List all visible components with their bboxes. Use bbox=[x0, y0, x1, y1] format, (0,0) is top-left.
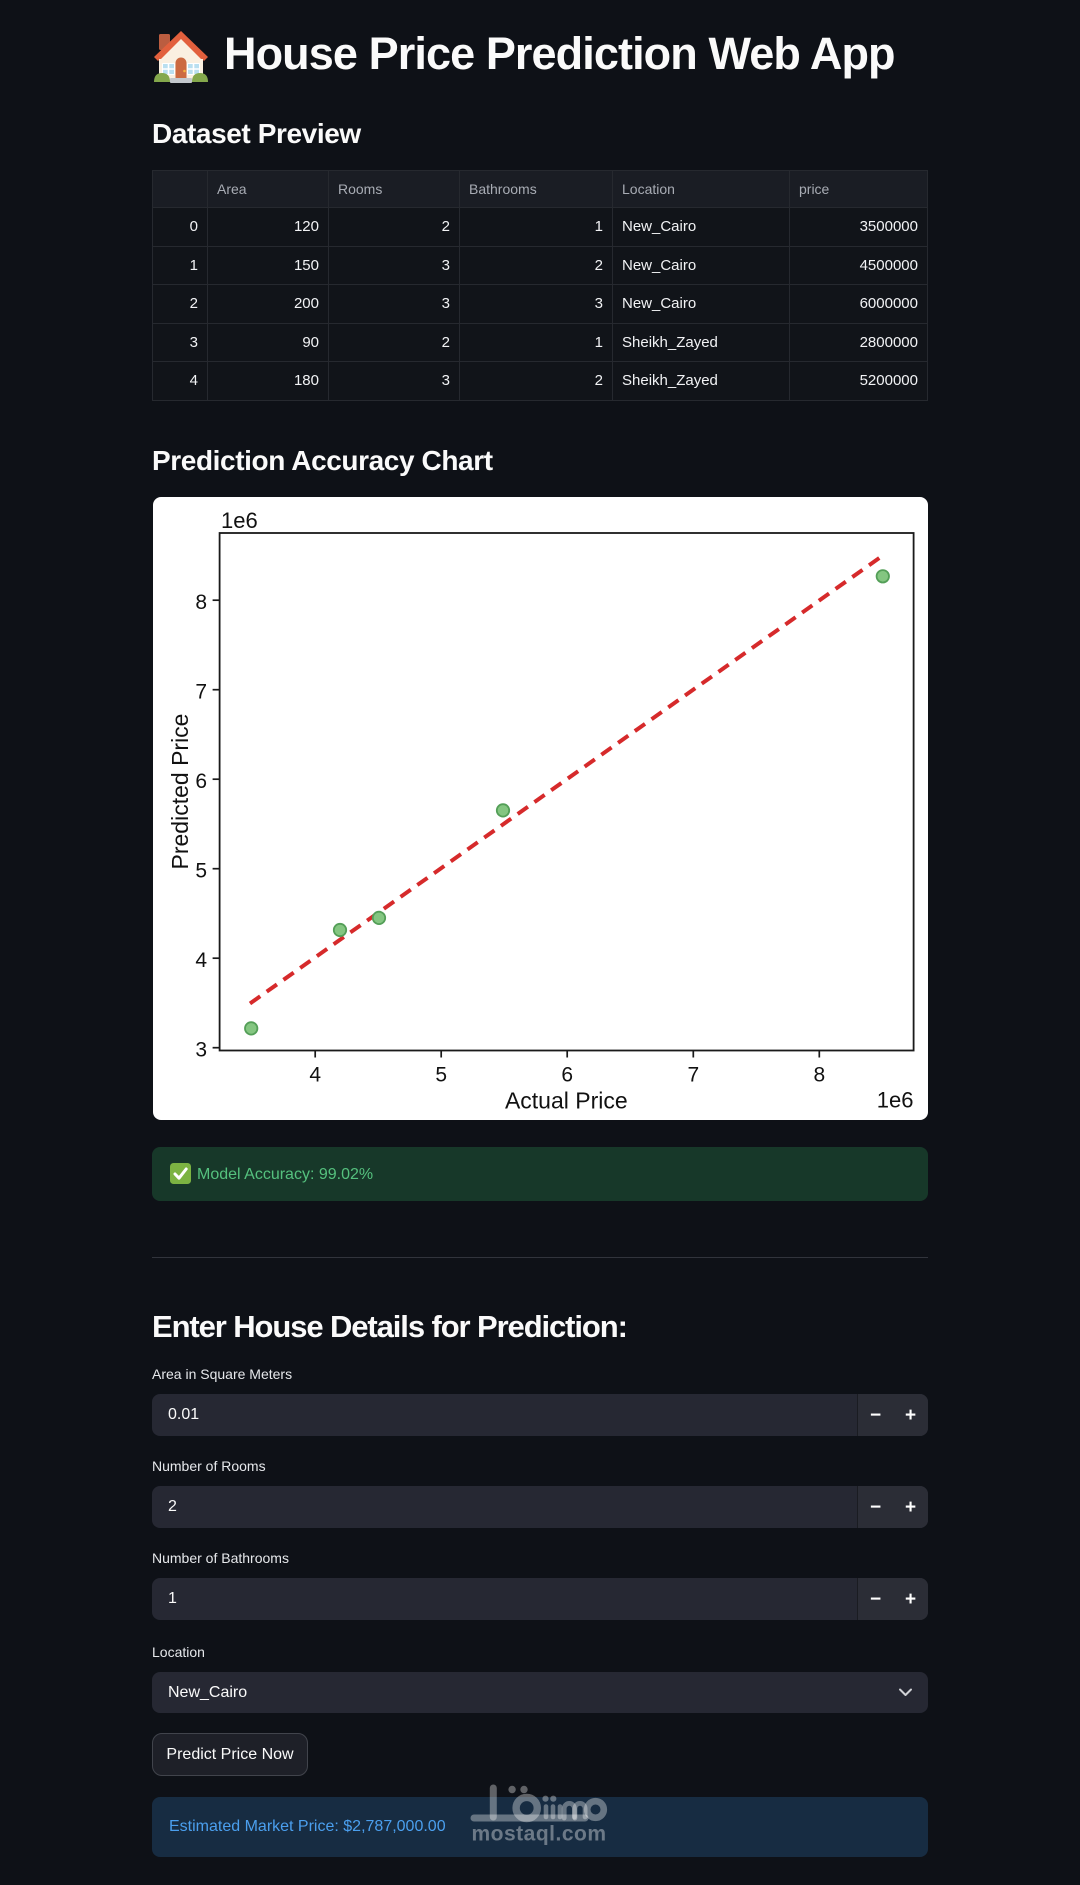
svg-text:7: 7 bbox=[195, 681, 207, 704]
svg-text:8: 8 bbox=[195, 591, 207, 614]
svg-text:mostaql.com: mostaql.com bbox=[471, 1823, 606, 1846]
svg-text:Predicted Price: Predicted Price bbox=[167, 714, 193, 870]
svg-text:7: 7 bbox=[687, 1064, 699, 1087]
svg-text:5: 5 bbox=[435, 1064, 447, 1087]
svg-text:1e6: 1e6 bbox=[221, 508, 258, 533]
svg-text:6: 6 bbox=[561, 1064, 573, 1087]
svg-text:5: 5 bbox=[195, 860, 207, 883]
svg-text:4: 4 bbox=[309, 1064, 321, 1087]
svg-text:6: 6 bbox=[195, 770, 207, 793]
svg-text:8: 8 bbox=[813, 1064, 825, 1087]
svg-text:1e6: 1e6 bbox=[877, 1088, 914, 1113]
svg-text:3: 3 bbox=[195, 1039, 207, 1062]
svg-text:Actual Price: Actual Price bbox=[505, 1087, 628, 1113]
svg-text:4: 4 bbox=[195, 949, 207, 972]
